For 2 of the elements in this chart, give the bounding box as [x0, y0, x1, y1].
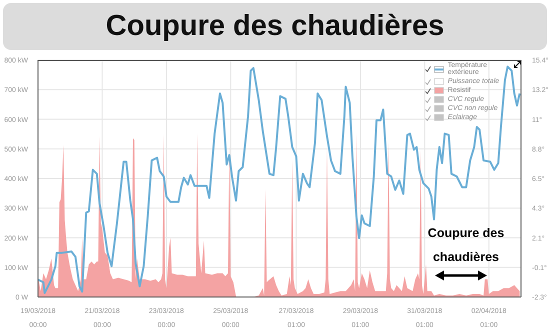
chart-title: Coupure des chaudières: [3, 3, 547, 50]
annotation: Coupure des chaudières: [426, 225, 506, 266]
